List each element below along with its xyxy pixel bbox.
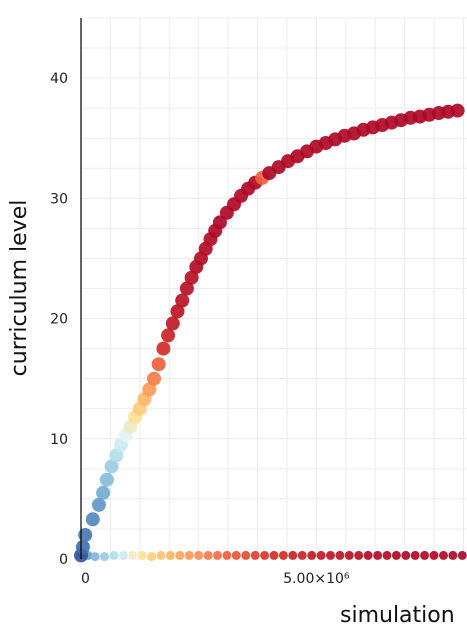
data-point: [165, 316, 180, 331]
data-point: [137, 550, 147, 560]
data-point: [448, 550, 458, 560]
data-point: [250, 550, 260, 560]
data-point: [335, 550, 345, 560]
data-point: [241, 550, 251, 560]
data-point: [156, 550, 166, 560]
x-tick-labels: 0 5.00×10⁶: [81, 571, 350, 587]
data-point: [78, 528, 93, 542]
data-point: [326, 550, 335, 560]
y-tick-label: 0: [59, 552, 68, 568]
data-point: [278, 550, 288, 560]
y-tick-label: 30: [50, 191, 68, 207]
x-tick-label: 0: [81, 571, 90, 587]
data-point: [104, 459, 119, 474]
data-point: [100, 552, 109, 562]
data-point: [344, 550, 354, 560]
data-point: [91, 497, 106, 512]
data-point: [260, 550, 270, 560]
data-point: [194, 550, 204, 560]
data-point: [450, 103, 465, 118]
data-point: [165, 550, 175, 560]
data-point: [382, 550, 392, 560]
data-points: [74, 103, 467, 563]
y-tick-label: 20: [50, 312, 68, 328]
data-point: [184, 550, 194, 560]
data-point: [420, 550, 430, 560]
grid-lines: [80, 17, 467, 560]
x-axis-label: simulation: [340, 603, 455, 628]
data-point: [373, 550, 383, 560]
data-point: [307, 550, 317, 560]
data-point: [147, 552, 157, 562]
data-point: [391, 550, 401, 560]
data-point: [156, 341, 171, 356]
data-point: [179, 281, 194, 296]
data-point: [85, 512, 100, 527]
data-point: [363, 550, 373, 560]
y-axis-label: curriculum level: [7, 200, 32, 377]
data-point: [175, 550, 185, 560]
data-point: [439, 550, 448, 560]
data-point: [222, 550, 232, 560]
data-point: [212, 215, 227, 230]
data-point: [231, 550, 241, 560]
y-tick-label: 10: [50, 432, 68, 448]
data-point: [410, 550, 420, 560]
data-point: [401, 550, 411, 560]
y-tick-label: 40: [50, 71, 68, 87]
data-point: [96, 485, 111, 500]
data-point: [99, 472, 114, 487]
data-point: [90, 552, 100, 562]
data-point: [213, 550, 222, 560]
data-point: [75, 540, 90, 554]
data-point: [170, 304, 185, 319]
data-point: [297, 550, 307, 560]
data-point: [288, 550, 298, 560]
data-point: [429, 550, 439, 560]
data-point: [142, 382, 157, 397]
data-point: [184, 270, 199, 285]
data-point: [151, 357, 166, 372]
data-point: [175, 293, 190, 308]
data-point: [269, 550, 279, 560]
data-point: [457, 550, 467, 560]
data-point: [147, 371, 161, 386]
data-point: [316, 550, 326, 560]
data-point: [128, 550, 138, 560]
data-point: [109, 448, 124, 463]
x-tick-label: 5.00×10⁶: [283, 571, 350, 587]
data-point: [109, 550, 119, 560]
data-point: [203, 550, 213, 560]
y-tick-labels: 0 10 20 30 40: [50, 71, 68, 568]
data-point: [161, 328, 176, 343]
data-point: [354, 550, 364, 560]
data-point: [118, 550, 128, 560]
